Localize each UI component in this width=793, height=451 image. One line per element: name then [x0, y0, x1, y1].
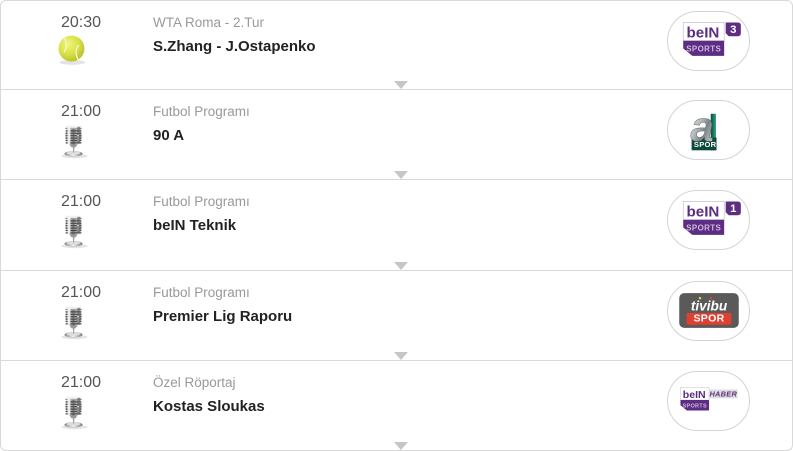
svg-text:SPORTS: SPORTS: [682, 404, 706, 410]
svg-text:SPOR: SPOR: [693, 313, 724, 325]
svg-text:beIN: beIN: [686, 204, 719, 221]
svg-text:1: 1: [730, 203, 736, 215]
svg-text:tivibu: tivibu: [690, 299, 727, 314]
svg-text:SPORTS: SPORTS: [686, 44, 721, 53]
svg-text:3: 3: [730, 24, 736, 36]
svg-text:SPORTS: SPORTS: [686, 223, 721, 232]
svg-text:HABER: HABER: [709, 390, 737, 399]
svg-text:SPOR: SPOR: [693, 140, 716, 149]
svg-text:beIN: beIN: [686, 24, 719, 41]
svg-text:beIN: beIN: [682, 389, 705, 401]
